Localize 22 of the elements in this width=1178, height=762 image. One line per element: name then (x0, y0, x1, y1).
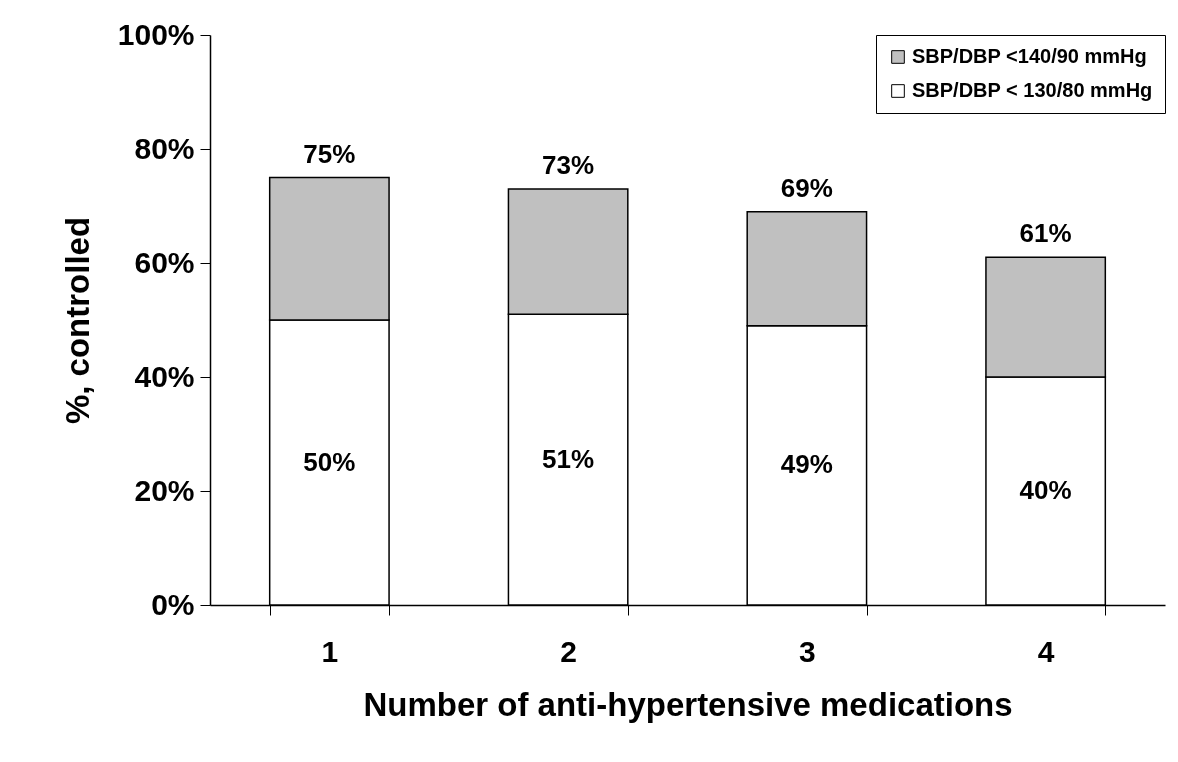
y-tick-label: 80% (134, 131, 195, 165)
data-label: 40% (1019, 475, 1072, 505)
legend-label: SBP/DBP <140/90 mmHg (912, 45, 1147, 67)
x-axis-title: Number of anti-hypertensive medications (363, 685, 1013, 723)
data-label: 50% (303, 446, 356, 477)
x-tick-label: 2 (560, 634, 577, 668)
y-tick-label: 0% (151, 587, 195, 621)
total-label: 69% (780, 172, 833, 203)
total-label: 73% (542, 149, 595, 180)
y-tick-label: 20% (134, 473, 195, 507)
y-tick-label: 60% (134, 245, 195, 279)
x-tick-label: 4 (1037, 634, 1055, 668)
data-label: 51% (542, 443, 595, 474)
y-tick-label: 40% (134, 359, 195, 393)
total-label: 61% (1019, 218, 1072, 249)
data-label: 49% (780, 449, 833, 480)
x-tick-label: 3 (799, 634, 816, 668)
y-axis-title: %, controlled (58, 216, 96, 425)
total-label: 75% (303, 138, 356, 169)
y-tick-label: 100% (117, 17, 195, 51)
legend-label: SBP/DBP < 130/80 mmHg (912, 79, 1153, 101)
x-tick-label: 1 (321, 634, 339, 668)
